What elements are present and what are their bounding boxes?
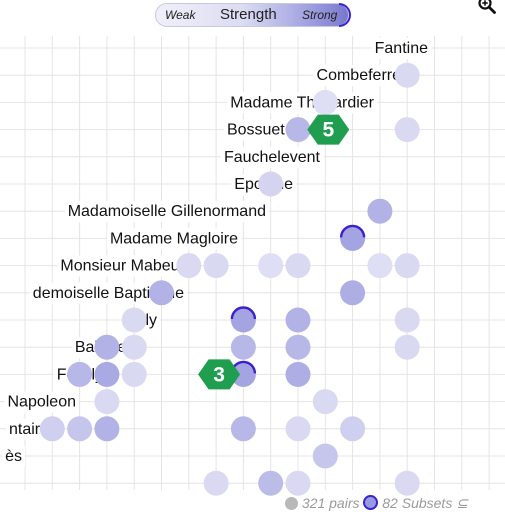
pair-dot[interactable] (285, 334, 311, 360)
pair-dot[interactable] (258, 470, 284, 496)
pair-dot[interactable] (394, 117, 420, 143)
pair-dot[interactable] (340, 280, 366, 306)
row-label: Fauchelevent (224, 149, 321, 166)
pair-dot[interactable] (394, 334, 420, 360)
chart-footer: 321 pairs 82 Subsets ⊆ (285, 495, 468, 512)
pair-dot[interactable] (312, 389, 338, 415)
count-badge[interactable] (307, 114, 350, 145)
pair-dot[interactable] (367, 253, 393, 279)
pair-dot[interactable] (258, 171, 284, 197)
pair-dot[interactable] (340, 225, 366, 251)
pair-dot[interactable] (149, 280, 174, 306)
strength-legend[interactable]: Weak Strength Strong (155, 3, 351, 27)
pair-dot[interactable] (394, 307, 420, 333)
pair-dot[interactable] (94, 361, 120, 387)
row-label: ès (5, 448, 22, 465)
pair-dot[interactable] (230, 307, 256, 333)
pair-dot[interactable] (94, 334, 120, 360)
count-badge-label: 3 (213, 363, 225, 386)
pair-dot[interactable] (176, 253, 202, 279)
row-label: Madame Magloire (110, 230, 238, 247)
row-label-bg (2, 446, 25, 467)
row-label-bg (371, 38, 432, 59)
count-badge[interactable] (198, 359, 241, 390)
subset-ring (230, 306, 257, 320)
pair-dot[interactable] (312, 89, 338, 115)
row-label-bg (57, 255, 188, 277)
pairs-count: 321 pairs (301, 495, 360, 511)
row-label-bg (5, 418, 53, 440)
pair-dot[interactable] (94, 389, 120, 415)
pair-dot[interactable] (203, 470, 229, 496)
badges: 53 (198, 114, 350, 390)
row-label-bg (220, 146, 324, 168)
pair-dot[interactable] (203, 253, 229, 279)
pair-dot[interactable] (394, 470, 420, 496)
pair-dot[interactable] (67, 361, 93, 387)
row-label-bg (227, 92, 378, 114)
pair-dot[interactable] (285, 416, 311, 442)
subsets-count: 82 Subsets ⊆ (382, 495, 468, 511)
pair-dot[interactable] (285, 470, 311, 496)
row-label: Madame Thénardier (230, 94, 374, 111)
subset-ring (339, 224, 366, 238)
legend-title: Strength (220, 6, 277, 23)
pair-dot[interactable] (285, 361, 311, 387)
points (39, 62, 420, 496)
row-label-bg (29, 282, 188, 304)
pair-dot[interactable] (121, 334, 147, 360)
row-label-bg (64, 201, 269, 223)
pair-dot[interactable] (258, 253, 284, 279)
subset-ring-icon (363, 495, 379, 510)
row-label: Combeferre (317, 67, 402, 84)
row-label-bg (106, 228, 242, 250)
pair-dot[interactable] (340, 416, 366, 442)
pair-dot[interactable] (285, 117, 311, 143)
legend-strong-label: Strong (302, 8, 338, 22)
pair-dot[interactable] (312, 443, 338, 469)
pair-dot[interactable] (285, 253, 311, 279)
row-label: ntaire (9, 421, 49, 438)
pair-dot[interactable] (39, 416, 65, 442)
pair-dot[interactable] (94, 416, 120, 442)
row-label-bg (4, 391, 79, 413)
pair-dot[interactable] (367, 198, 393, 224)
pair-dot[interactable] (121, 361, 147, 387)
row-label: demoiselle Baptistine (33, 285, 184, 302)
row-label: Monsieur Mabeuf (60, 258, 184, 275)
row-label-bg (313, 65, 405, 87)
pair-dot[interactable] (394, 253, 420, 279)
row-label: Fantine (375, 40, 428, 57)
row-label: Madamoiselle Gillenormand (68, 203, 266, 220)
zoom-in-icon[interactable] (478, 0, 496, 14)
pairs-dot-icon (285, 497, 298, 510)
pair-dot[interactable] (230, 416, 256, 442)
pair-dot[interactable] (285, 307, 311, 333)
legend-weak-label: Weak (165, 8, 196, 22)
pair-dot[interactable] (230, 361, 256, 387)
pair-dot[interactable] (121, 307, 147, 333)
row-label: Napoleon (8, 394, 77, 411)
pair-dot[interactable] (394, 62, 420, 88)
pair-dot[interactable] (230, 334, 256, 360)
count-badge-label: 5 (322, 119, 334, 142)
pair-dot[interactable] (67, 416, 93, 442)
